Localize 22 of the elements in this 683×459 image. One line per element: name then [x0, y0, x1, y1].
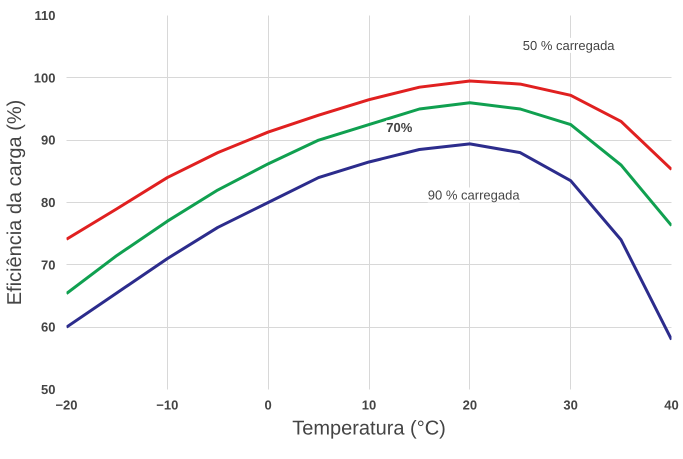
y-tick-label: 80: [41, 195, 56, 210]
y-axis-title: Eficiência da carga (%): [4, 100, 26, 306]
annotation: 70%: [386, 120, 413, 136]
x-tick-label: −20: [55, 398, 78, 412]
y-tick-label: 110: [34, 8, 56, 23]
x-tick-label: 0: [264, 398, 272, 412]
annotation: 90 % carregada: [428, 188, 520, 203]
line-series: [66, 101, 672, 296]
x-tick-label: 10: [362, 398, 376, 412]
annotation: 50 % carregada: [522, 38, 616, 53]
line-series: [66, 79, 672, 241]
y-tick-label: 50: [41, 382, 56, 397]
x-tick-label: 40: [664, 398, 679, 412]
y-tick-label: 60: [41, 320, 56, 335]
x-tick-label: 30: [563, 398, 578, 412]
y-tick-label: 90: [41, 132, 56, 148]
x-tick-label: −10: [156, 398, 178, 412]
y-tick-label: 70: [41, 257, 56, 272]
x-axis-title: Temperatura (°C): [292, 418, 446, 440]
x-tick-label: 20: [462, 398, 478, 412]
line-series: [66, 142, 672, 342]
y-tick-label: 100: [34, 70, 56, 86]
